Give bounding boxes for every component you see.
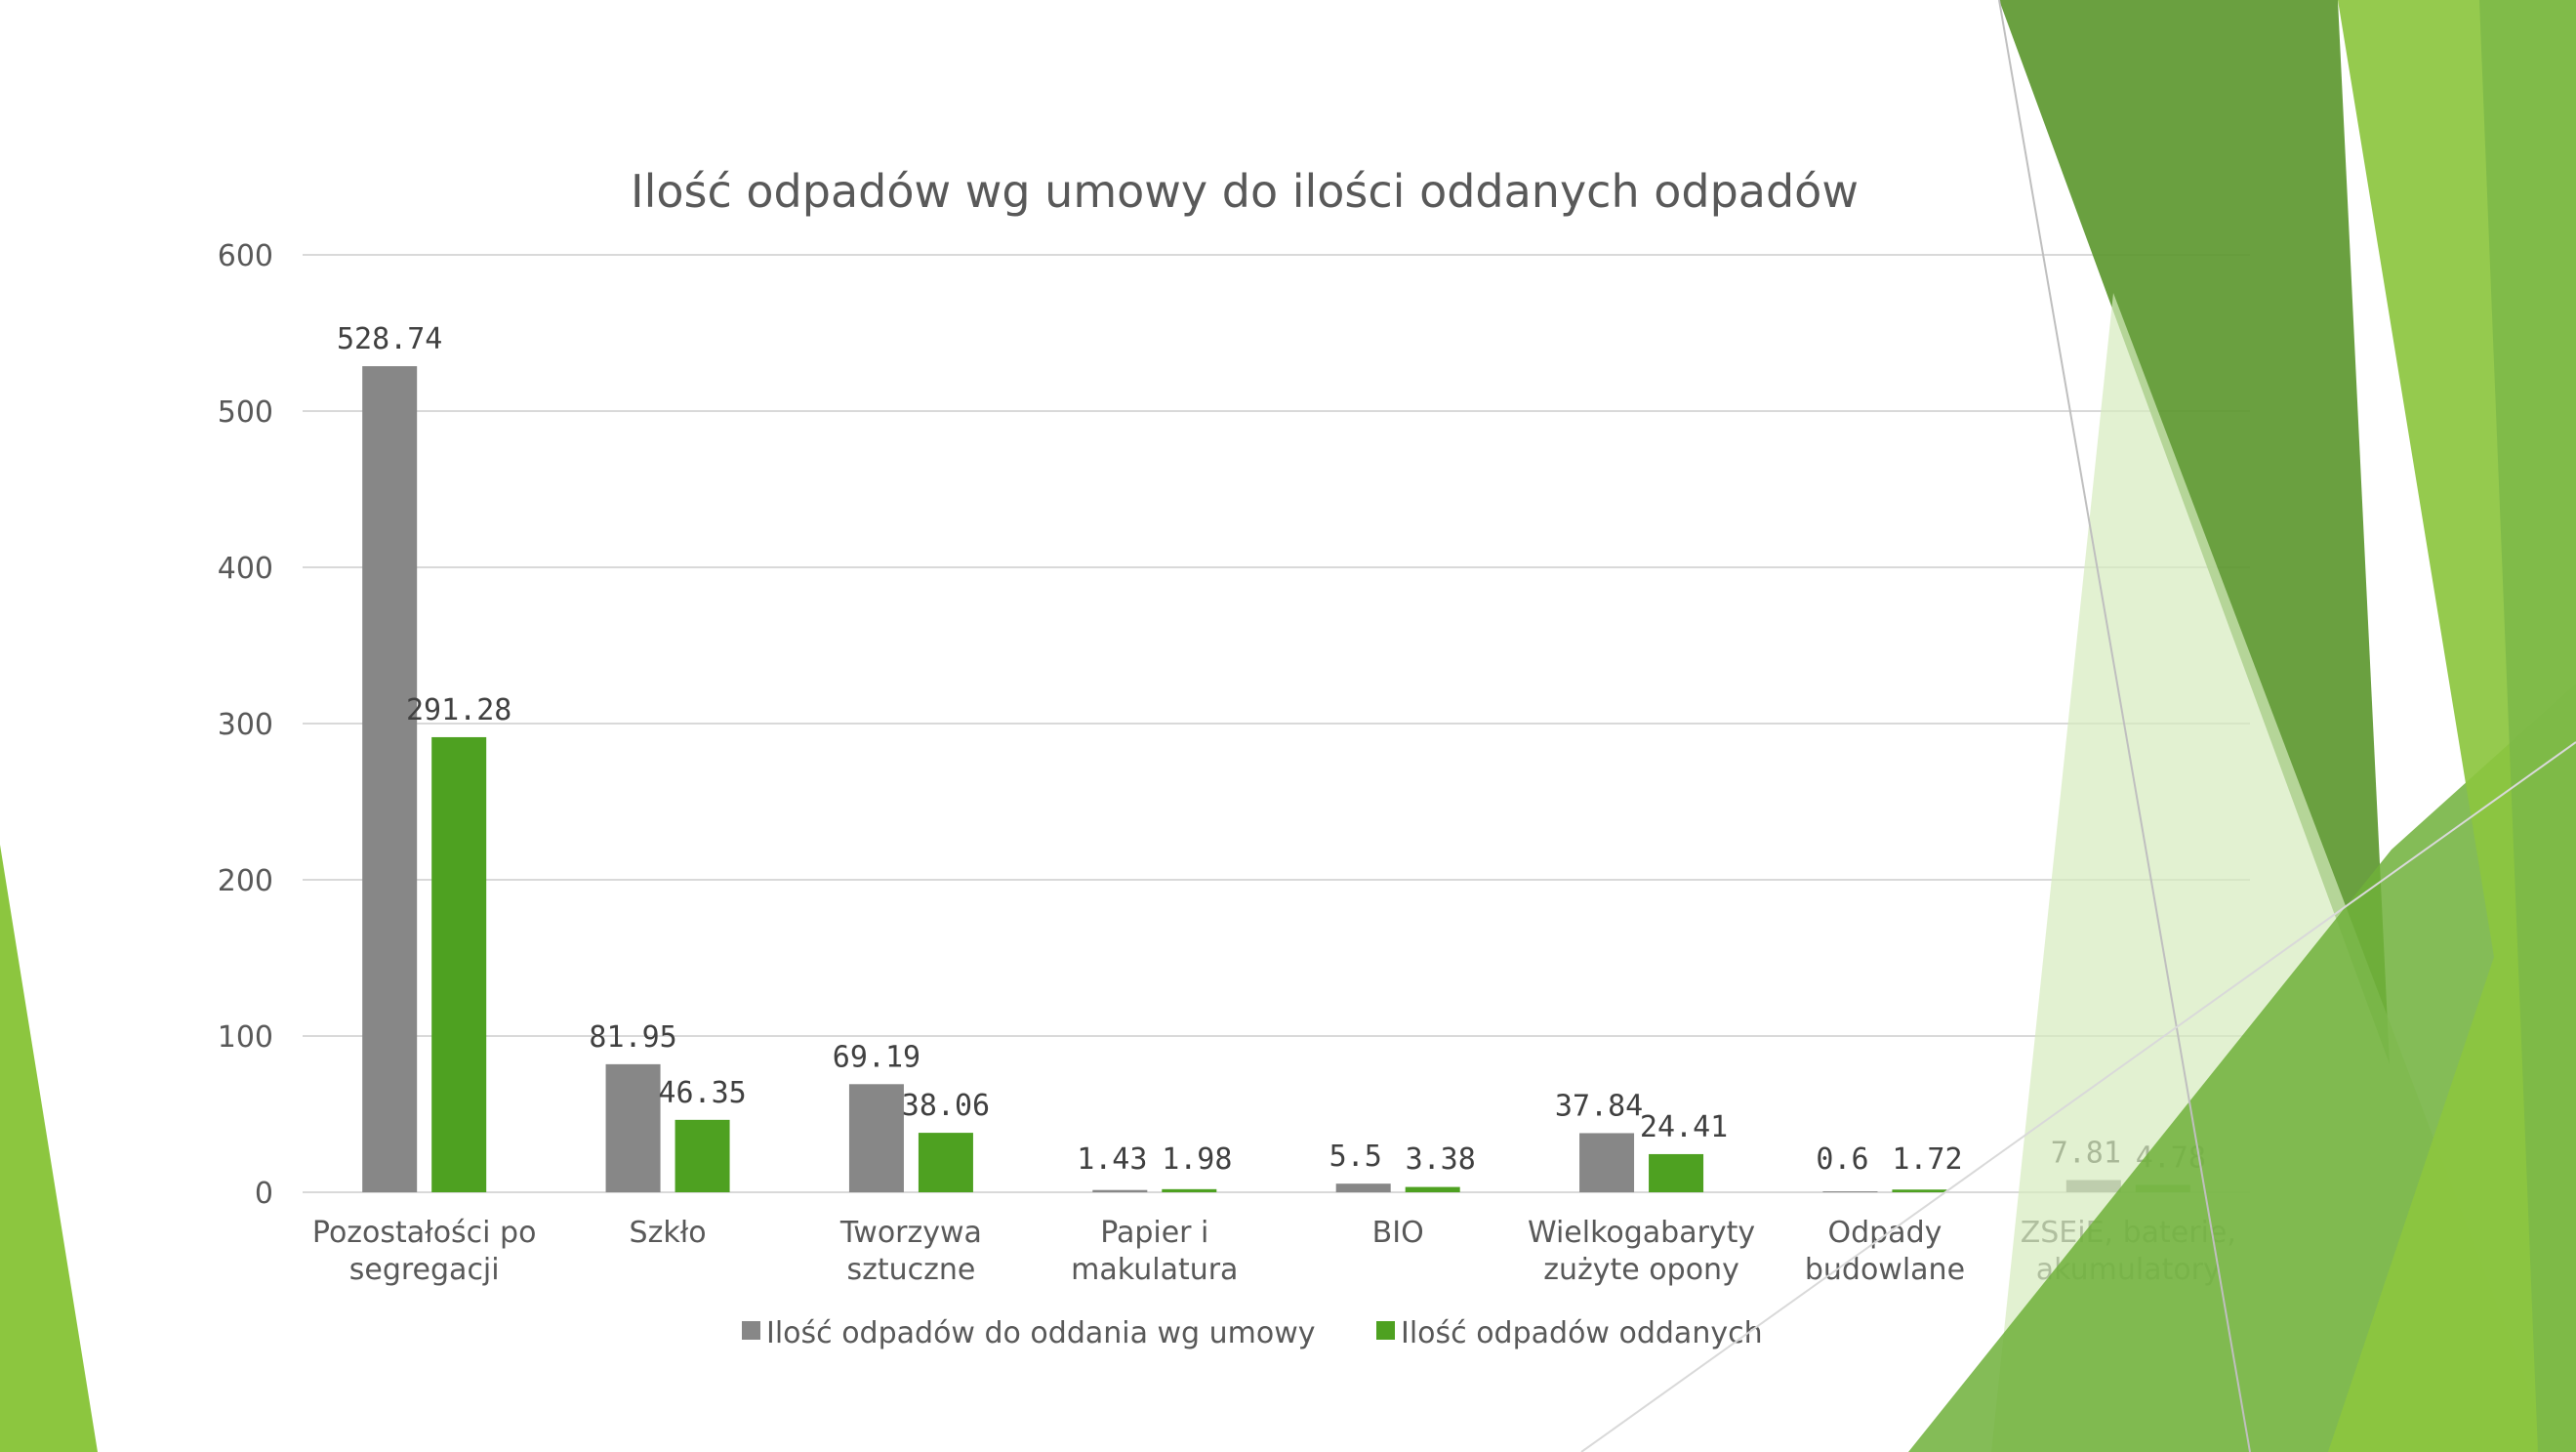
category-label: makulatura [1071,1253,1238,1287]
gridlines [303,254,2250,1193]
decor-thin-line-2 [1580,741,2576,1452]
category-label: budowlane [1805,1253,1965,1287]
bar [918,1133,973,1192]
y-tick-label: 200 [218,864,273,898]
left-green-accent-shape [0,845,98,1452]
data-label: 69.19 [833,1040,920,1074]
bar-marks [362,366,2190,1192]
decor-band-facet [2479,0,2576,1452]
data-labels: 528.74 291.28 81.95 46.35 69.19 38.06 1.43 1.98… [337,322,2206,1177]
data-label: 528.74 [337,322,442,356]
legend-swatch [742,1321,760,1340]
chart-legend: Ilość odpadów do oddania wg umowy Ilość o… [742,1316,1763,1350]
data-label: 24.41 [1640,1110,1728,1144]
category-label: zużyte opony [1543,1253,1739,1287]
category-label: Wielkogabaryty [1528,1216,1755,1250]
data-label: 1.98 [1162,1142,1232,1177]
bar [1092,1189,1148,1192]
bar [848,1084,904,1192]
bar [1405,1186,1460,1192]
category-label: Tworzywa [839,1216,982,1250]
data-label: 0.6 [1816,1142,1868,1177]
y-tick-label: 400 [218,552,273,586]
legend-label: Ilość odpadów do oddania wg umowy [766,1316,1316,1350]
bar [431,736,487,1192]
right-green-decoration [1580,0,2576,1452]
y-tick-label: 500 [218,395,273,430]
left-accent-triangle [0,845,98,1452]
bar [1579,1133,1635,1192]
category-label: Szkło [630,1216,707,1250]
bar [605,1063,661,1192]
category-label: BIO [1372,1216,1424,1250]
bar [1162,1188,1217,1192]
y-tick-label: 300 [218,708,273,742]
bar [1649,1153,1704,1192]
category-label: Papier i [1100,1216,1208,1250]
legend-label: Ilość odpadów oddanych [1401,1316,1763,1350]
chart-plot-area: Ilość odpadów wg umowy do ilości oddanyc… [218,165,2250,1350]
data-label: 3.38 [1406,1142,1476,1177]
category-label: segregacji [349,1253,500,1287]
bar [1892,1189,1947,1192]
data-label: 1.72 [1892,1142,1962,1177]
data-label: 291.28 [406,693,511,727]
y-tick-label: 100 [218,1020,273,1055]
data-label: 37.84 [1555,1089,1643,1123]
y-tick-label: 600 [218,239,273,273]
legend-swatch [1376,1321,1395,1340]
category-label: sztuczne [847,1253,976,1287]
data-label: 1.43 [1077,1142,1147,1177]
data-label: 81.95 [589,1020,676,1055]
data-label: 5.5 [1329,1140,1382,1174]
y-tick-label: 0 [255,1177,273,1211]
category-label: Odpady [1827,1216,1942,1250]
chart-title: Ilość odpadów wg umowy do ilości oddanyc… [631,165,1859,218]
data-label: 38.06 [902,1089,990,1123]
data-label: 46.35 [658,1076,746,1110]
bar [1822,1191,1878,1192]
y-axis-tick-labels: 0 100 200 300 400 500 600 [218,239,273,1211]
bar [1335,1183,1391,1192]
category-label: Pozostałości po [312,1216,537,1250]
bar [362,366,418,1192]
decor-thin-line-1 [1998,0,2251,1452]
bar [675,1119,730,1192]
